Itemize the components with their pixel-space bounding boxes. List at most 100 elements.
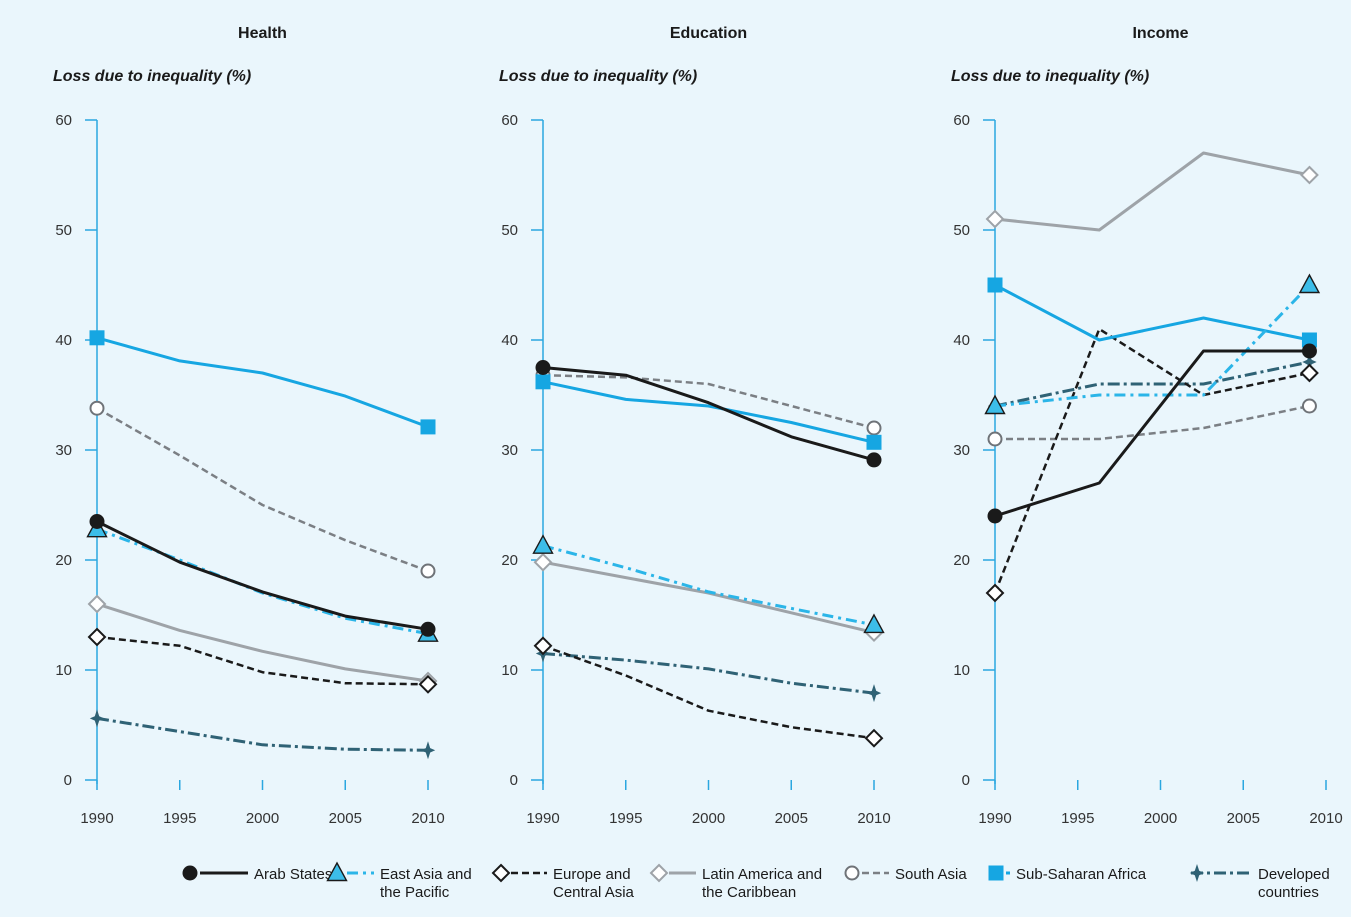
series-developed-countries <box>535 644 882 703</box>
data-point <box>987 277 1003 293</box>
series-line <box>96 336 429 429</box>
data-point <box>1298 273 1321 294</box>
y-tick-label: 30 <box>501 442 518 459</box>
series-europe-and-central-asia <box>985 327 1319 603</box>
x-tick-label: 1995 <box>1061 810 1094 827</box>
series-sub-saharan-africa <box>89 330 436 435</box>
data-point <box>1301 343 1317 359</box>
data-point <box>866 684 882 703</box>
data-point <box>866 452 882 468</box>
y-tick-label: 0 <box>510 772 518 789</box>
data-point <box>87 594 107 614</box>
legend-marker <box>844 865 860 881</box>
data-point <box>1302 353 1317 371</box>
series-line <box>994 360 1310 408</box>
legend-label: South Asia <box>895 866 967 883</box>
legend-marker <box>649 863 669 883</box>
data-point <box>535 360 551 375</box>
panel-title: Education <box>670 25 747 42</box>
data-point <box>1300 165 1319 185</box>
data-point <box>863 613 885 634</box>
data-point <box>1301 332 1317 348</box>
series-line <box>542 644 875 740</box>
legend-marker <box>182 865 198 881</box>
y-tick-label: 20 <box>953 552 970 569</box>
series-line <box>994 283 1310 342</box>
x-tick-label: 2000 <box>1144 810 1177 827</box>
data-point <box>533 552 553 572</box>
series-line <box>542 560 875 635</box>
y-tick-label: 10 <box>55 662 72 679</box>
data-point <box>89 709 105 728</box>
legend-label: Sub-Saharan Africa <box>1016 866 1147 883</box>
legend-marker <box>988 865 1004 881</box>
y-tick-label: 20 <box>501 552 518 569</box>
y-tick-label: 60 <box>501 112 518 129</box>
legend-label: East Asia and <box>380 866 472 883</box>
legend-label: the Caribbean <box>702 884 796 901</box>
legend-label: Europe and <box>553 866 631 883</box>
legend-item-arab-states: Arab States <box>182 865 332 883</box>
x-tick-label: 2005 <box>1227 810 1260 827</box>
x-tick-label: 2005 <box>775 810 808 827</box>
y-tick-label: 30 <box>953 442 970 459</box>
x-tick-label: 1995 <box>609 810 642 827</box>
data-point <box>89 330 105 346</box>
y-axis-label: Loss due to inequality (%) <box>499 68 697 85</box>
series-line <box>542 380 875 444</box>
legend-marker <box>326 861 348 882</box>
data-point <box>987 508 1003 524</box>
data-point <box>420 419 436 435</box>
data-point <box>89 400 105 416</box>
y-tick-label: 20 <box>55 552 72 569</box>
series-line <box>993 327 1310 594</box>
x-tick-label: 1990 <box>978 810 1011 827</box>
y-tick-label: 40 <box>55 332 72 349</box>
series-east-asia-and-the-pacific <box>984 273 1321 415</box>
legend-label: the Pacific <box>380 884 450 901</box>
series-line <box>96 407 429 573</box>
y-tick-label: 50 <box>501 222 518 239</box>
y-tick-label: 60 <box>55 112 72 129</box>
data-point <box>866 434 882 450</box>
series-line <box>994 349 1310 518</box>
data-point <box>418 674 438 694</box>
y-tick-label: 50 <box>55 222 72 239</box>
panel-education: Education Loss due to inequality (%) 0 10 20… <box>499 25 891 827</box>
series-south-asia <box>89 400 436 579</box>
series-sub-saharan-africa <box>535 374 882 450</box>
legend-label: Developed <box>1258 866 1330 883</box>
series-line <box>96 716 429 752</box>
y-tick-label: 0 <box>64 772 72 789</box>
panel-title: Income <box>1132 25 1188 42</box>
panel-health: Health Loss due to inequality (%) 0 10 20 30 4… <box>53 25 445 827</box>
x-tick-label: 2000 <box>246 810 279 827</box>
data-point <box>533 636 553 656</box>
x-tick-label: 1990 <box>526 810 559 827</box>
data-point <box>420 741 436 760</box>
x-tick-label: 2005 <box>329 810 362 827</box>
series-europe-and-central-asia <box>533 636 884 748</box>
y-axis-label: Loss due to inequality (%) <box>53 68 251 85</box>
y-tick-label: 10 <box>953 662 970 679</box>
series-line <box>542 366 875 462</box>
y-tick-label: 60 <box>953 112 970 129</box>
x-tick-label: 1990 <box>80 810 113 827</box>
legend-label: Central Asia <box>553 884 635 901</box>
y-tick-label: 0 <box>962 772 970 789</box>
series-sub-saharan-africa <box>987 277 1317 348</box>
series-line <box>995 404 1310 441</box>
series-line <box>542 652 875 695</box>
series-east-asia-and-the-pacific <box>532 534 885 634</box>
panel-title: Health <box>238 25 287 42</box>
x-tick-label: 2010 <box>411 810 444 827</box>
x-tick-label: 1995 <box>163 810 196 827</box>
series-line <box>96 520 429 631</box>
legend-marker <box>1189 864 1205 882</box>
